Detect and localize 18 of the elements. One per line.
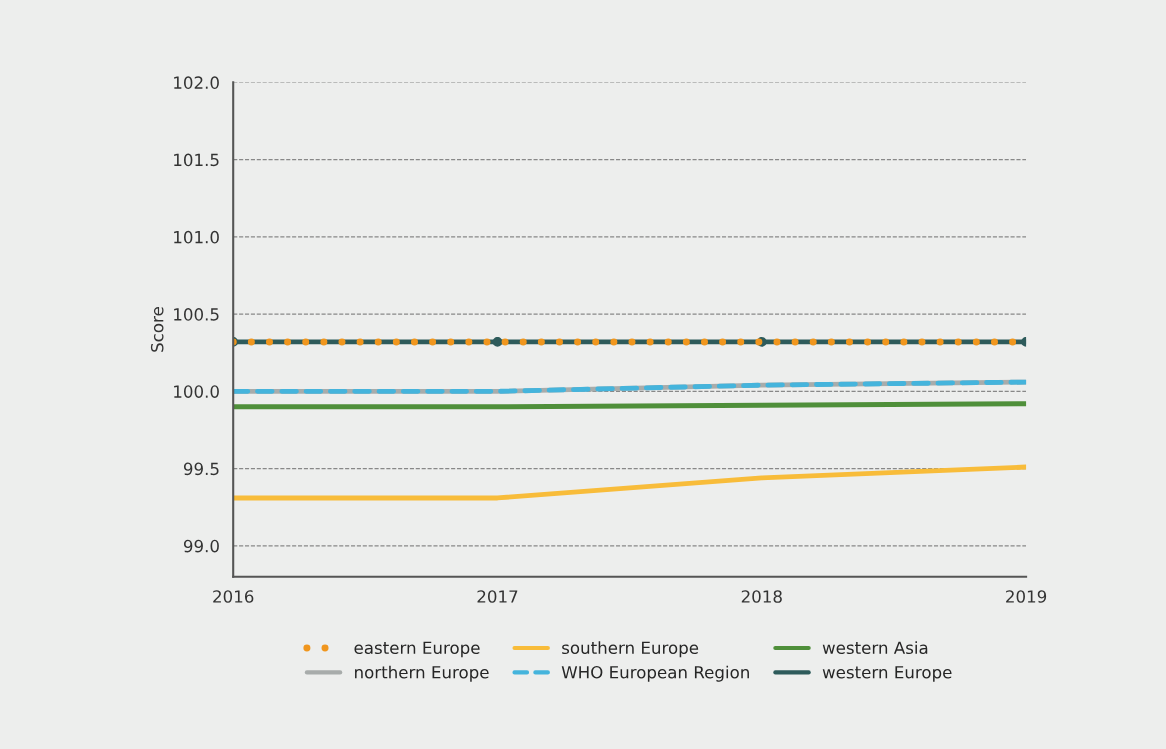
x-tick-label: 2016 bbox=[213, 590, 254, 603]
x-tick-label: 2017 bbox=[477, 590, 518, 603]
x-tick-label: 2019 bbox=[1006, 590, 1047, 603]
y-tick-label: 100.5 bbox=[174, 308, 219, 321]
y-tick-label: 99.5 bbox=[183, 462, 219, 476]
legend-label: southern Europe bbox=[562, 641, 699, 658]
legend-label: eastern Europe bbox=[354, 641, 480, 658]
legend-label: WHO European Region bbox=[561, 665, 749, 682]
legend-label: northern Europe bbox=[355, 665, 489, 682]
legend-label: western Asia bbox=[822, 641, 928, 655]
y-axis-title: Score bbox=[150, 307, 164, 352]
y-tick-label: 99.0 bbox=[183, 539, 219, 553]
y-tick-label: 102.0 bbox=[174, 76, 219, 89]
legend-label: western Europe bbox=[822, 666, 952, 682]
y-tick-label: 100.0 bbox=[174, 385, 219, 398]
x-tick-label: 2018 bbox=[741, 590, 782, 603]
y-tick-label: 101.0 bbox=[174, 230, 219, 244]
y-tick-label: 101.5 bbox=[174, 153, 219, 167]
